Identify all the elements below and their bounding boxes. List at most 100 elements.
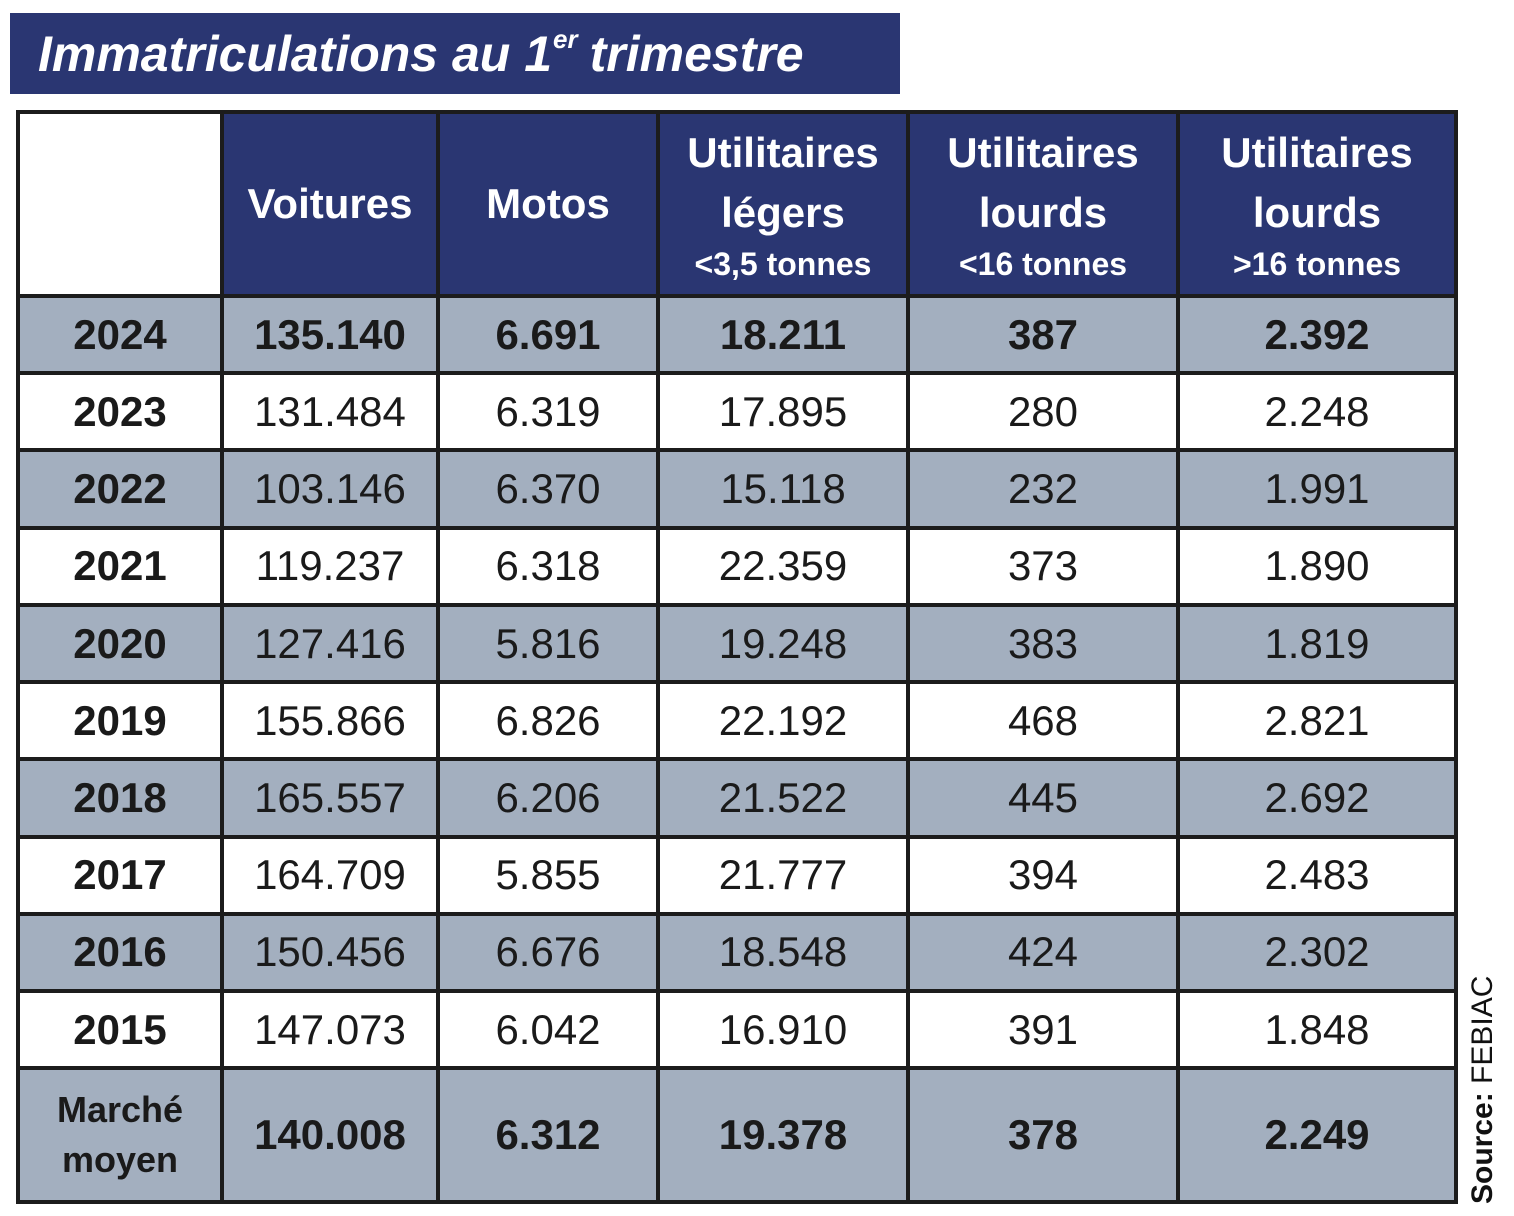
cell-voitures: 119.237 [220,525,440,607]
cell-motos: 6.319 [436,371,660,453]
table-row: 2023 131.484 6.319 17.895 280 2.248 [16,371,1458,453]
cell-utilitaires-lourds-lt16: 445 [906,757,1180,839]
header-sublabel: <16 tonnes [958,246,1128,282]
cell-utilitaires-lourds-gt16: 2.692 [1176,757,1458,839]
cell-voitures: 164.709 [220,834,440,916]
cell-motos: 6.691 [436,293,660,376]
cell-utilitaires-lourds-gt16: 1.819 [1176,602,1458,685]
cell-motos: 6.370 [436,448,660,530]
cell-utilitaires-legers: 21.777 [656,834,910,916]
cell-motos: 6.042 [436,989,660,1071]
cell-motos: 6.206 [436,757,660,839]
row-year: 2017 [16,834,224,916]
source-credit: Source: FEBIAC [1466,976,1500,1204]
table-row: 2017 164.709 5.855 21.777 394 2.483 [16,834,1458,916]
cell-utilitaires-legers: 19.378 [656,1066,910,1204]
cell-utilitaires-legers: 17.895 [656,371,910,453]
table-title: Immatriculations au 1 er trimestre [10,13,900,94]
cell-utilitaires-lourds-lt16: 373 [906,525,1180,607]
row-year: 2019 [16,680,224,762]
table-row: 2024 135.140 6.691 18.211 387 2.392 [16,293,1458,376]
header-label: Motos [486,180,610,227]
table-row: 2018 165.557 6.206 21.522 445 2.692 [16,757,1458,839]
row-year: 2021 [16,525,224,607]
cell-voitures: 135.140 [220,293,440,376]
table-row: 2020 127.416 5.816 19.248 383 1.819 [16,602,1458,685]
header-corner-cell [16,110,224,298]
table-row: 2015 147.073 6.042 16.910 391 1.848 [16,989,1458,1071]
cell-utilitaires-lourds-lt16: 383 [906,602,1180,685]
cell-utilitaires-lourds-lt16: 378 [906,1066,1180,1204]
cell-utilitaires-lourds-gt16: 2.249 [1176,1066,1458,1204]
row-year: 2024 [16,293,224,376]
average-label: Marché moyen [16,1066,224,1204]
cell-utilitaires-lourds-gt16: 1.890 [1176,525,1458,607]
row-year: 2022 [16,448,224,530]
row-year: 2015 [16,989,224,1071]
cell-voitures: 165.557 [220,757,440,839]
cell-utilitaires-lourds-lt16: 468 [906,680,1180,762]
cell-voitures: 127.416 [220,602,440,685]
header-label: Utilitaires lourds [1221,129,1413,236]
cell-utilitaires-lourds-gt16: 2.483 [1176,834,1458,916]
cell-utilitaires-lourds-gt16: 2.302 [1176,911,1458,994]
row-year: 2018 [16,757,224,839]
title-rest: trimestre [589,25,804,82]
cell-motos: 5.855 [436,834,660,916]
cell-motos: 6.312 [436,1066,660,1204]
cell-motos: 6.318 [436,525,660,607]
average-label-line2: moyen [61,1139,179,1181]
cell-utilitaires-lourds-gt16: 2.392 [1176,293,1458,376]
cell-utilitaires-legers: 22.192 [656,680,910,762]
header-row: Voitures Motos Utilitaires légers <3,5 to… [16,110,1458,298]
row-year: 2023 [16,371,224,453]
cell-utilitaires-lourds-gt16: 1.848 [1176,989,1458,1071]
cell-voitures: 140.008 [220,1066,440,1204]
cell-voitures: 147.073 [220,989,440,1071]
cell-utilitaires-legers: 21.522 [656,757,910,839]
header-sublabel: <3,5 tonnes [694,246,872,282]
table-row: 2021 119.237 6.318 22.359 373 1.890 [16,525,1458,607]
header-voitures: Voitures [220,110,440,298]
cell-voitures: 131.484 [220,371,440,453]
title-main: Immatriculations au 1 [38,25,553,82]
header-label: Utilitaires lourds [947,129,1139,236]
header-label: Utilitaires légers [687,129,879,236]
cell-voitures: 103.146 [220,448,440,530]
cell-utilitaires-lourds-lt16: 232 [906,448,1180,530]
registrations-table: Voitures Motos Utilitaires légers <3,5 to… [16,110,1458,1204]
cell-utilitaires-legers: 16.910 [656,989,910,1071]
cell-motos: 5.816 [436,602,660,685]
cell-motos: 6.676 [436,911,660,994]
table-row: 2019 155.866 6.826 22.192 468 2.821 [16,680,1458,762]
cell-utilitaires-lourds-lt16: 424 [906,911,1180,994]
cell-utilitaires-legers: 15.118 [656,448,910,530]
row-year: 2016 [16,911,224,994]
cell-utilitaires-lourds-lt16: 387 [906,293,1180,376]
title-superscript: er [553,24,578,54]
cell-utilitaires-legers: 18.211 [656,293,910,376]
cell-utilitaires-legers: 19.248 [656,602,910,685]
header-utilitaires-lourds-gt16: Utilitaires lourds >16 tonnes [1176,110,1458,298]
average-label-line1: Marché [56,1089,184,1131]
cell-voitures: 150.456 [220,911,440,994]
table-row: 2022 103.146 6.370 15.118 232 1.991 [16,448,1458,530]
row-year: 2020 [16,602,224,685]
cell-motos: 6.826 [436,680,660,762]
cell-utilitaires-lourds-lt16: 280 [906,371,1180,453]
cell-utilitaires-lourds-gt16: 2.248 [1176,371,1458,453]
header-utilitaires-lourds-lt16: Utilitaires lourds <16 tonnes [906,110,1180,298]
header-utilitaires-legers: Utilitaires légers <3,5 tonnes [656,110,910,298]
average-row: Marché moyen 140.008 6.312 19.378 378 2.2… [16,1066,1458,1204]
cell-voitures: 155.866 [220,680,440,762]
header-label: Voitures [247,180,413,227]
cell-utilitaires-lourds-lt16: 391 [906,989,1180,1071]
cell-utilitaires-lourds-gt16: 2.821 [1176,680,1458,762]
header-sublabel: >16 tonnes [1232,246,1402,282]
header-motos: Motos [436,110,660,298]
cell-utilitaires-lourds-lt16: 394 [906,834,1180,916]
cell-utilitaires-legers: 22.359 [656,525,910,607]
table-row: 2016 150.456 6.676 18.548 424 2.302 [16,911,1458,994]
cell-utilitaires-lourds-gt16: 1.991 [1176,448,1458,530]
source-label: Source: [1466,1092,1499,1204]
